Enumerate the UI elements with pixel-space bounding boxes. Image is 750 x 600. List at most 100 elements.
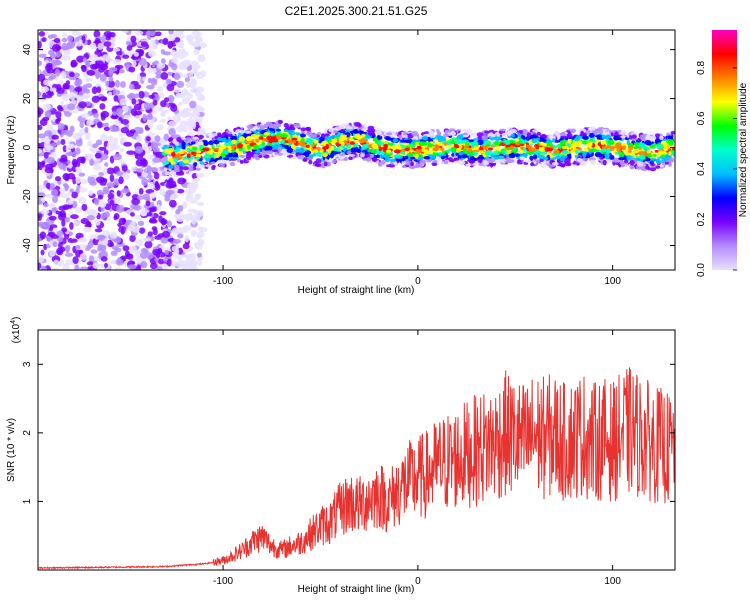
heatmap-ridge-cell xyxy=(561,150,569,155)
heatmap-cell xyxy=(124,250,130,258)
heatmap-cell xyxy=(49,87,57,92)
heatmap-cell xyxy=(64,217,71,223)
heatmap-ridge-cell xyxy=(235,149,240,154)
heatmap-cell xyxy=(42,222,51,230)
heatmap-ridge-cell xyxy=(668,141,674,146)
heatmap-ridge-cell xyxy=(371,143,379,149)
heatmap-cell xyxy=(62,263,70,270)
heatmap-ridge-cell xyxy=(470,132,477,137)
heatmap-ridge-cell xyxy=(478,150,484,154)
heatmap-ridge-cell xyxy=(246,124,254,130)
heatmap-cell xyxy=(119,147,125,153)
heatmap-cell xyxy=(71,158,78,167)
heatmap-cell xyxy=(100,256,108,262)
heatmap-cell xyxy=(160,218,168,225)
heatmap-cell xyxy=(74,206,83,213)
heatmap-cell xyxy=(48,203,56,209)
heatmap-cell xyxy=(97,42,103,50)
heatmap-ridge-cell xyxy=(220,152,226,157)
heatmap-ridge-cell xyxy=(450,131,456,137)
heatmap-ridge-cell xyxy=(630,151,636,156)
heatmap-ridge-cell xyxy=(335,158,340,162)
snr-x-tick-label: 0 xyxy=(415,576,421,587)
heatmap-ridge-cell xyxy=(563,157,571,164)
heatmap-ridge-cell xyxy=(421,135,429,141)
heatmap-cell xyxy=(78,196,87,205)
heatmap-cell xyxy=(86,215,95,221)
heatmap-cell xyxy=(184,107,193,112)
heatmap-cell xyxy=(138,187,144,195)
heatmap-ridge-cell xyxy=(299,148,305,154)
heatmap-ridge-cell xyxy=(658,150,665,155)
heatmap-ridge-cell xyxy=(416,145,422,150)
heatmap-ridge-cell xyxy=(594,152,602,158)
heatmap-y-tick-label: -40 xyxy=(22,238,33,253)
heatmap-cell xyxy=(81,65,87,73)
heatmap-cell xyxy=(99,103,106,110)
heatmap-ridge-cell xyxy=(297,140,305,146)
heatmap-ridge-cell xyxy=(273,144,278,150)
heatmap-cell xyxy=(38,192,46,198)
heatmap-ridge-cell xyxy=(384,156,391,163)
heatmap-ridge-cell xyxy=(573,144,580,148)
heatmap-ridge-cell xyxy=(418,141,426,146)
heatmap-cell xyxy=(185,81,194,87)
heatmap-cell xyxy=(42,116,50,122)
heatmap-cell xyxy=(85,77,93,82)
heatmap-cell xyxy=(188,259,198,267)
heatmap-cell xyxy=(144,240,153,249)
heatmap-ridge-cell xyxy=(440,147,445,151)
heatmap-cell xyxy=(138,90,145,99)
heatmap-cell xyxy=(197,238,205,246)
heatmap-cell xyxy=(155,251,161,259)
heatmap-ridge-cell xyxy=(540,162,547,168)
heatmap-ridge-cell xyxy=(618,157,626,161)
heatmap-cell xyxy=(76,95,82,101)
heatmap-ridge-cell xyxy=(629,159,635,166)
heatmap-cell xyxy=(200,70,207,77)
heatmap-ridge-cell xyxy=(560,158,565,162)
heatmap-cell xyxy=(176,80,185,88)
heatmap-cell xyxy=(170,193,180,199)
heatmap-ridge-cell xyxy=(458,160,466,165)
heatmap-ridge-cell xyxy=(245,131,252,134)
heatmap-y-tick-label: 0 xyxy=(22,144,33,150)
heatmap-ridge-cell xyxy=(173,168,181,173)
heatmap-cell xyxy=(127,264,137,270)
heatmap-cell xyxy=(149,192,156,199)
heatmap-cell xyxy=(78,244,87,250)
heatmap-ridge-cell xyxy=(567,153,572,158)
heatmap-ridge-cell xyxy=(167,157,175,162)
heatmap-cell xyxy=(184,76,191,83)
heatmap-cell xyxy=(147,231,153,237)
heatmap-ridge-cell xyxy=(362,144,370,148)
heatmap-cell xyxy=(134,114,143,120)
snr-x-ticks: -100 0 100 xyxy=(213,330,621,587)
heatmap-cell xyxy=(147,145,153,152)
heatmap-cell xyxy=(157,85,164,93)
heatmap-cell xyxy=(113,197,121,204)
heatmap-cell xyxy=(137,220,145,227)
heatmap-ridge-cell xyxy=(229,161,236,167)
heatmap-cell xyxy=(61,42,68,51)
colorbar-tick-label: 0.6 xyxy=(696,111,707,125)
heatmap-cell xyxy=(168,128,176,136)
heatmap-cell xyxy=(197,127,202,134)
heatmap-ridge-cell xyxy=(352,130,360,134)
heatmap-ridge-cell xyxy=(668,151,672,156)
heatmap-cell xyxy=(78,187,88,193)
heatmap-cell xyxy=(48,91,55,97)
heatmap-ridge-cell xyxy=(547,163,552,167)
heatmap-cell xyxy=(149,262,158,270)
heatmap-cell xyxy=(64,50,71,56)
heatmap-ridge-cell xyxy=(319,148,324,153)
heatmap-ridge-cell xyxy=(493,141,499,145)
heatmap-cell xyxy=(195,86,205,93)
heatmap-ridge-cell xyxy=(462,128,467,133)
heatmap-ridge-cell xyxy=(418,136,423,140)
heatmap-ridge-cell xyxy=(172,138,177,144)
heatmap-cell xyxy=(98,146,107,151)
heatmap-cell xyxy=(129,234,136,243)
heatmap-ridge-cell xyxy=(585,129,591,135)
heatmap-cell xyxy=(136,74,141,82)
